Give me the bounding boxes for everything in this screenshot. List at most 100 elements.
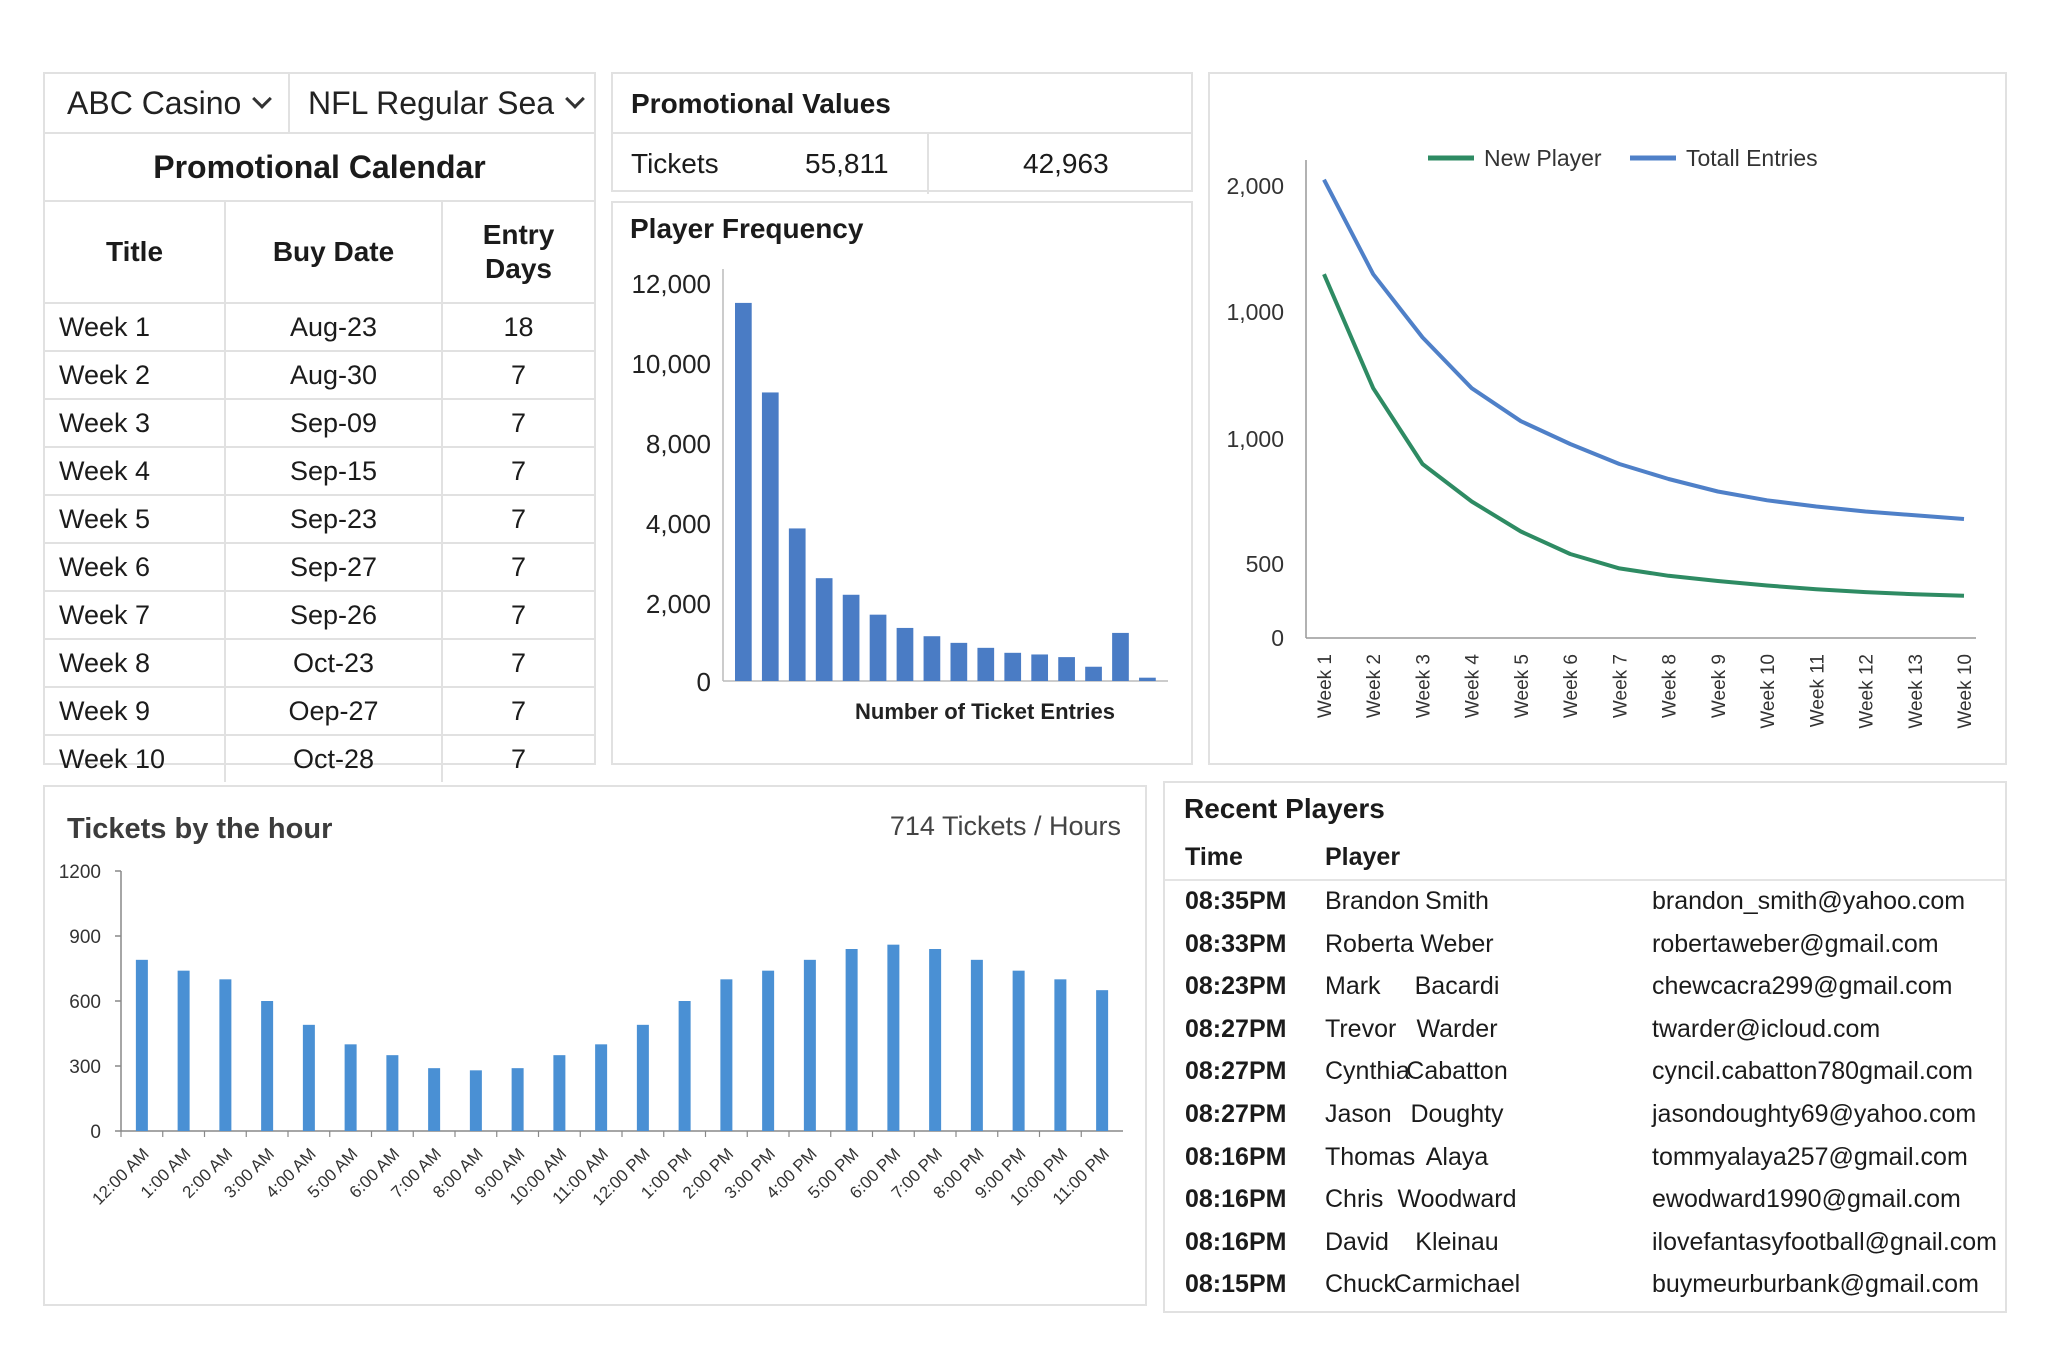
calendar-cell-title: Week 6 [45,543,226,592]
frequency-bar [735,302,752,681]
player-first-name: Chris [1325,1185,1384,1214]
frequency-bar [842,594,860,681]
player-email[interactable]: ilovefantasyfootball@gnail.com [1652,1227,1998,1256]
calendar-row: Week 3 Sep-09 7 [45,399,594,448]
series-line [1322,178,1965,521]
calendar-header-row: Title Buy Date Entry Days [45,202,594,304]
player-email[interactable]: buymeurburbank@gmail.com [1652,1270,1979,1299]
calendar-cell-entry-days: 7 [442,543,594,592]
calendar-header-entry-days: Entry Days [442,202,594,304]
calendar-table: Title Buy Date Entry Days Week 1 Aug-23 18… [45,202,594,782]
calendar-title: Promotional Calendar [45,132,594,202]
y-tick-label: 1200 [59,862,101,883]
player-row[interactable]: 08:27PM Trevor Warder twarder@icloud.com [1165,1009,2005,1052]
player-email[interactable]: twarder@icloud.com [1652,1014,1881,1043]
hour-bar [135,959,148,1131]
calendar-cell-title: Week 7 [45,591,226,640]
player-email[interactable]: brandon_smith@yahoo.com [1652,887,1966,915]
calendar-cell-buy-date: Oct-28 [225,735,443,782]
y-tick-label: 10,000 [631,349,711,379]
calendar-row: Week 7 Sep-26 7 [45,591,594,640]
player-row[interactable]: 08:27PM Cynthia Cabatton cyncil.cabatton780… [1165,1051,2005,1094]
tickets-by-hour-title: Tickets by the hour [67,813,333,845]
legend-label: Totall Entries [1686,145,1818,171]
player-email[interactable]: chewcacra299@gmail.com [1652,972,1953,1001]
player-row[interactable]: 08:35PM Brandon Smith brandon_smith@yahoo.c… [1165,881,2005,924]
y-tick-label: 8,000 [646,429,711,459]
player-row[interactable]: 08:27PM Jason Doughty jasondoughty69@yahoo.… [1165,1094,2005,1137]
promotional-values-title: Promotional Values [631,88,891,119]
frequency-bar [869,614,887,681]
calendar-row: Week 5 Sep-23 7 [45,495,594,544]
calendar-cell-entry-days: 7 [510,743,527,774]
hour-bar [845,949,858,1131]
y-tick-label: 0 [1271,625,1284,651]
player-row[interactable]: 08:23PM Mark Bacardi chewcacra299@gmail.com [1165,966,2005,1009]
player-last-name: Carmichael [1393,1270,1521,1299]
frequency-bar [1004,652,1022,681]
calendar-cell-entry-days: 7 [442,447,594,496]
calendar-row: Week 9 Oep-27 7 [45,687,594,736]
player-row[interactable]: 08:16PM Thomas Alaya tommyalaya257@gmail.co… [1165,1137,2005,1180]
hour-bar [219,979,232,1131]
x-tick-label: Week 13 [1906,654,1927,729]
y-tick-label: 2,000 [646,589,711,619]
promotional-values-value-2: 42,963 [1023,148,1109,179]
frequency-bar [815,578,833,681]
x-tick-label: Week 1 [1315,654,1336,718]
player-row[interactable]: 08:16PM Chris Woodward ewodward1990@gmail.c… [1165,1179,2005,1222]
header-player: Player [1325,843,1401,871]
calendar-row: Week 8 Oct-23 7 [45,639,594,688]
frequency-bar [896,627,914,681]
x-tick-label: 12:00 AM [88,1144,152,1208]
player-row[interactable]: 08:33PM Roberta Weber robertaweber@gmail.co… [1165,924,2005,967]
player-row[interactable]: 08:15PM Chuck Carmichael buymeurburbank@gma… [1165,1264,2005,1307]
hour-bar [887,944,900,1131]
player-last-name: Woodward [1397,1185,1517,1214]
hour-bar [1054,979,1067,1131]
player-time: 08:16PM [1185,1142,1287,1171]
y-tick-label: 300 [69,1057,101,1078]
x-tick-label: Week 7 [1610,654,1631,718]
venue-dropdown[interactable]: ABC Casino [45,74,290,132]
player-time: 08:16PM [1185,1185,1287,1214]
tickets-by-hour-panel: Tickets by the hour 714 Tickets / Hours … [43,785,1147,1306]
frequency-bar [1031,654,1049,681]
calendar-cell-title: Week 1 [45,303,226,352]
promotional-values-value-1: 55,811 [805,148,889,179]
player-first-name: Chuck [1325,1270,1396,1299]
x-tick-label: Week 10 [1758,654,1779,729]
hour-bar [344,1044,357,1131]
player-last-name: Alaya [1425,1142,1489,1171]
player-last-name: Smith [1425,887,1489,915]
calendar-cell-buy-date: Aug-23 [225,303,443,352]
y-tick-label: 0 [90,1122,101,1143]
player-email[interactable]: tommyalaya257@gmail.com [1652,1142,1968,1171]
series-line [1322,273,1965,598]
y-tick-label: 900 [69,927,101,948]
player-email[interactable]: ewodward1990@gmail.com [1652,1185,1961,1214]
calendar-header-title: Title [45,202,226,304]
player-row[interactable]: 08:16PM David Kleinau ilovefantasyfootball@… [1165,1222,2005,1265]
player-email[interactable]: cyncil.cabatton780gmail.com [1652,1057,1973,1086]
chevron-down-icon [252,89,273,109]
entries-trend-chart: 0 500 1,000 1,000 2,000 Week 1 Week 2 Week 3 Wee… [1226,145,1976,729]
x-tick-label: Week 9 [1709,654,1730,718]
frequency-bar [1058,657,1075,681]
calendar-row: Week 10 Oct-28 7 [45,735,594,782]
x-tick-label: Week 4 [1463,654,1484,719]
player-last-name: Kleinau [1415,1227,1499,1256]
season-dropdown[interactable]: NFL Regular Sea [290,74,594,132]
player-email[interactable]: robertaweber@gmail.com [1652,929,1939,958]
calendar-cell-title: Week 2 [45,351,226,400]
player-first-name: David [1325,1227,1389,1256]
frequency-bar [950,642,968,681]
player-email[interactable]: jasondoughty69@yahoo.com [1652,1099,1977,1128]
calendar-cell-title: Week 4 [45,447,226,496]
player-first-name: Thomas [1325,1142,1416,1171]
hour-bar [720,979,733,1131]
calendar-cell-buy-date: Oct-23 [225,639,443,688]
calendar-cell-entry-days: 7 [442,591,594,640]
hour-bar [428,1068,441,1131]
player-time: 08:15PM [1185,1270,1287,1299]
